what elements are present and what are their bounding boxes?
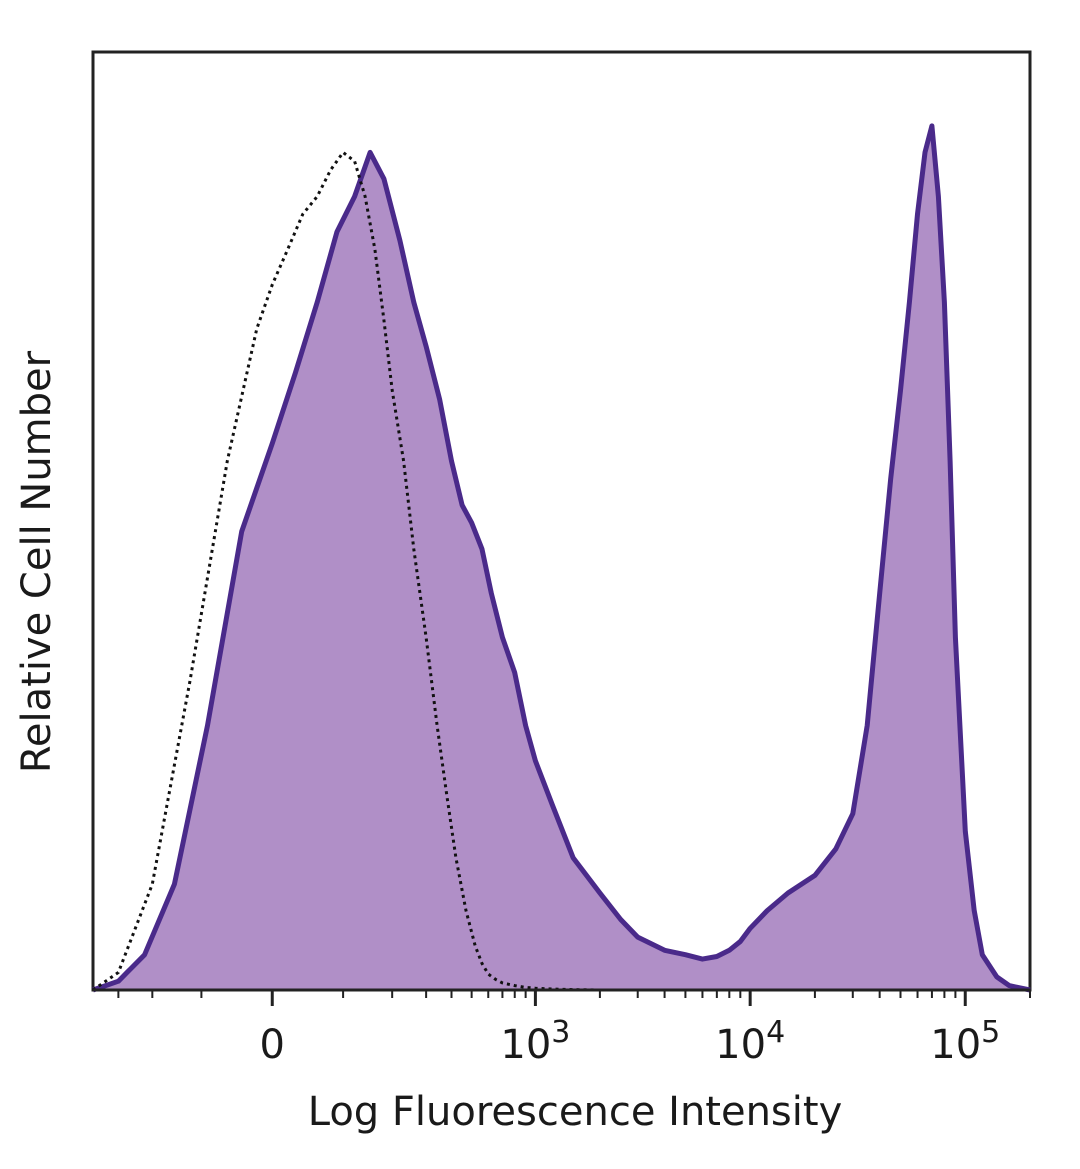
x-tick-label: 104 (715, 1015, 785, 1068)
plot-area (91, 50, 1032, 993)
y-axis-label: Relative Cell Number (14, 350, 60, 773)
x-axis-label: Log Fluorescence Intensity (308, 1089, 843, 1135)
x-tick-label: 103 (500, 1015, 570, 1068)
control-histogram-line (92, 150, 1030, 992)
x-tick-label: 105 (930, 1015, 1000, 1068)
stained-histogram-area (93, 125, 1030, 990)
x-tick-label: 0 (260, 1022, 285, 1068)
stained-histogram-line (92, 123, 1031, 993)
x-axis: 0 103 104 105 (93, 988, 1031, 1068)
